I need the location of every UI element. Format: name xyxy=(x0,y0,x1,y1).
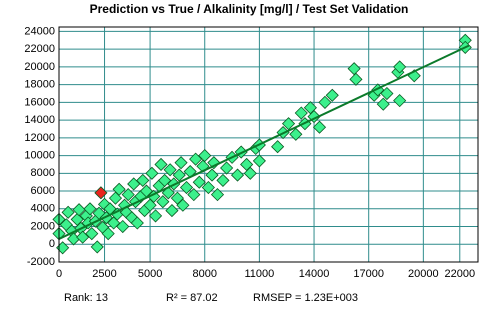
data-point xyxy=(172,168,186,182)
data-point xyxy=(143,198,157,212)
data-point xyxy=(76,230,90,244)
y-tick-label: 10000 xyxy=(24,149,55,161)
fit-line xyxy=(58,44,470,240)
x-tick-label: 20000 xyxy=(408,268,439,280)
y-tick-label: 8000 xyxy=(31,167,55,179)
data-point xyxy=(189,152,203,166)
data-point xyxy=(121,188,135,202)
data-point xyxy=(148,209,163,223)
rmsep: RMSEP = 1.23E+003 xyxy=(253,292,358,304)
data-point xyxy=(116,219,130,234)
x-tick-label: 5000 xyxy=(138,268,162,280)
data-point xyxy=(61,205,75,219)
data-point xyxy=(130,216,144,230)
x-tick-label: 0 xyxy=(56,268,62,280)
data-point xyxy=(271,140,285,154)
y-tick-label: 18000 xyxy=(24,79,55,91)
x-tick-label: 17000 xyxy=(353,268,384,280)
r-squared: R² = 87.02 xyxy=(166,292,218,304)
data-point xyxy=(161,186,175,200)
data-point xyxy=(312,120,327,134)
plot-frame xyxy=(58,26,479,263)
marks xyxy=(52,33,472,255)
y-tick-label: 20000 xyxy=(24,61,55,73)
data-point xyxy=(90,240,104,254)
data-point xyxy=(198,149,212,163)
data-point xyxy=(158,173,172,187)
y-tick-label: 4000 xyxy=(31,203,55,215)
data-point xyxy=(325,88,339,102)
y-tick-label: 12000 xyxy=(24,132,55,144)
data-point xyxy=(163,163,177,177)
data-point xyxy=(307,110,321,124)
data-point xyxy=(108,191,123,205)
x-tick-label: 2500 xyxy=(92,268,116,280)
y-tick-label: 6000 xyxy=(31,185,55,197)
data-point xyxy=(220,161,234,175)
data-point xyxy=(243,166,257,180)
data-point xyxy=(145,166,159,180)
data-point xyxy=(165,204,179,218)
y-tick-label: 16000 xyxy=(24,96,55,108)
data-point xyxy=(72,203,86,217)
data-point xyxy=(174,156,188,170)
chart-title: Prediction vs True / Alkalinity [mg/l] /… xyxy=(90,2,409,16)
data-point xyxy=(205,168,219,182)
data-point xyxy=(187,188,201,202)
y-tick-label: 24000 xyxy=(24,25,55,37)
data-point xyxy=(216,173,230,187)
data-point xyxy=(94,186,108,200)
x-tick-label: 14000 xyxy=(299,268,330,280)
data-point xyxy=(376,97,390,111)
y-tick-label: 14000 xyxy=(24,114,55,126)
data-point xyxy=(393,60,407,74)
rank: Rank: 13 xyxy=(64,292,108,304)
x-tick-label: 22000 xyxy=(444,268,475,280)
data-point xyxy=(154,157,168,172)
y-tick-label: -2000 xyxy=(27,256,55,268)
data-point xyxy=(192,175,206,189)
data-point xyxy=(230,168,245,182)
data-point xyxy=(101,227,115,241)
data-point xyxy=(210,188,225,202)
y-tick-label: 2000 xyxy=(31,220,55,232)
data-point xyxy=(349,72,363,86)
data-point xyxy=(127,177,141,191)
data-point xyxy=(294,106,308,120)
data-point xyxy=(176,198,190,212)
data-point xyxy=(83,202,97,216)
data-point xyxy=(201,180,215,195)
data-point xyxy=(85,227,99,241)
y-tick-label: 0 xyxy=(49,238,55,250)
x-tick-label: 11000 xyxy=(245,268,275,280)
data-point xyxy=(112,182,126,196)
data-point xyxy=(393,94,407,108)
x-tick-label: 8000 xyxy=(192,268,216,280)
data-point xyxy=(252,154,266,168)
data-point xyxy=(179,180,194,195)
data-point xyxy=(207,156,221,170)
data-point xyxy=(156,195,170,209)
y-tick-label: 22000 xyxy=(24,43,55,55)
data-point xyxy=(318,95,332,109)
data-point xyxy=(136,173,150,187)
data-point xyxy=(289,127,303,141)
data-point xyxy=(380,86,394,101)
